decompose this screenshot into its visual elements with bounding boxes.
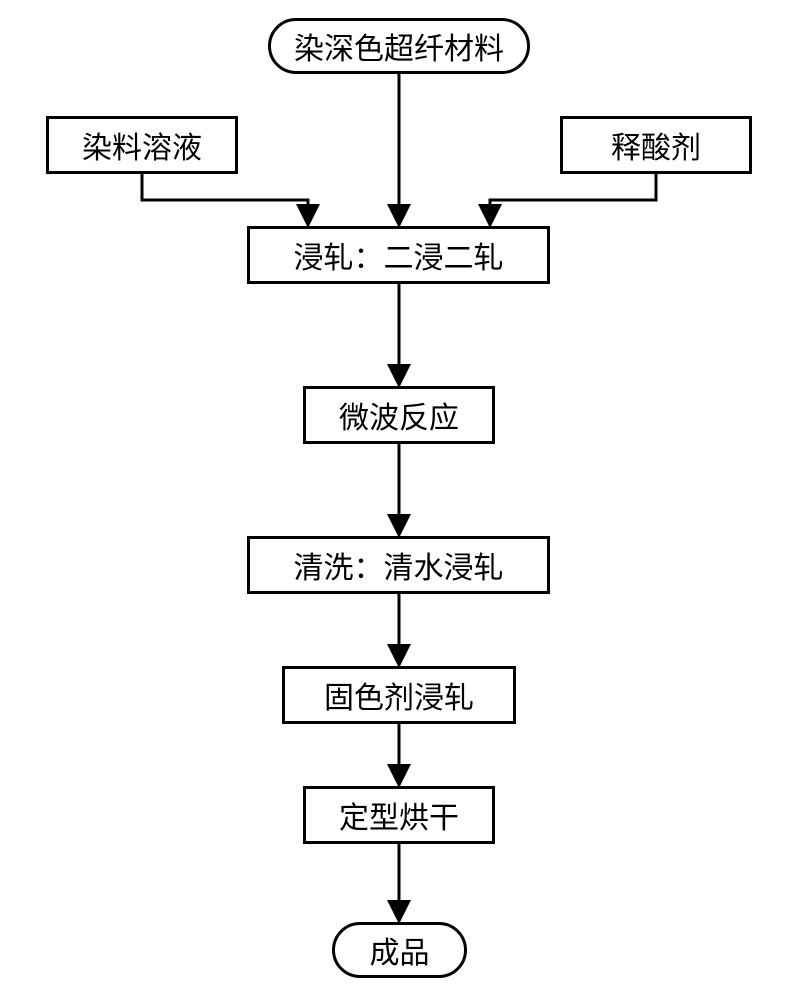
step3-label: 清洗：清水浸轧 bbox=[294, 543, 504, 587]
flowchart-step-4: 固色剂浸轧 bbox=[282, 666, 516, 724]
end-label: 成品 bbox=[370, 928, 430, 972]
input-left-label: 染料溶液 bbox=[82, 123, 202, 167]
flowchart-step-2: 微波反应 bbox=[303, 386, 495, 444]
flowchart-end-node: 成品 bbox=[332, 922, 467, 978]
flowchart-step-3: 清洗：清水浸轧 bbox=[247, 536, 550, 594]
flowchart-step-5: 定型烘干 bbox=[303, 786, 495, 844]
flowchart-input-left: 染料溶液 bbox=[46, 116, 238, 174]
flowchart-step-1: 浸轧：二浸二轧 bbox=[247, 226, 550, 284]
start-label: 染深色超纤材料 bbox=[294, 24, 504, 68]
step1-label: 浸轧：二浸二轧 bbox=[294, 233, 504, 277]
step2-label: 微波反应 bbox=[339, 393, 459, 437]
input-right-label: 释酸剂 bbox=[611, 123, 701, 167]
step5-label: 定型烘干 bbox=[339, 793, 459, 837]
flowchart-start-node: 染深色超纤材料 bbox=[268, 18, 530, 74]
step4-label: 固色剂浸轧 bbox=[324, 673, 474, 717]
flowchart-input-right: 释酸剂 bbox=[560, 116, 752, 174]
